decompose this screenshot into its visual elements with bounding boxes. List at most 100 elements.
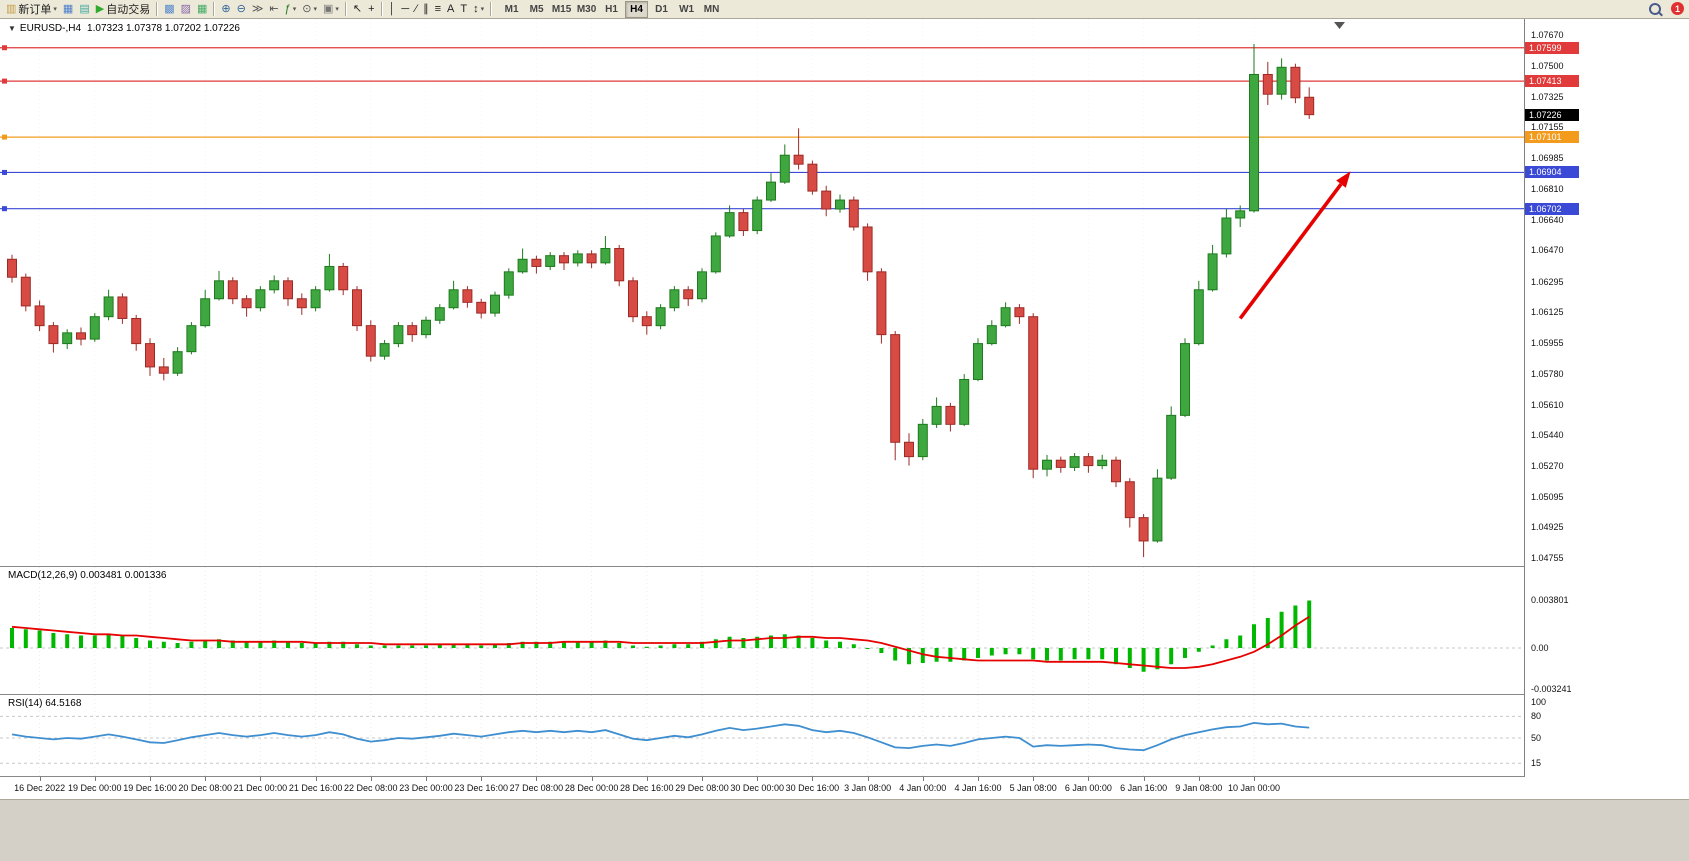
candle-body <box>131 317 142 345</box>
line-anchor-handle[interactable] <box>2 78 7 84</box>
candle-body <box>1083 456 1094 467</box>
price-axis-label: 1.06810 <box>1531 184 1564 195</box>
candlestick-plot[interactable] <box>0 19 1524 566</box>
timeframe-h4[interactable]: H4 <box>625 0 649 18</box>
candle-body <box>62 332 73 345</box>
time-tick <box>150 777 151 781</box>
candle-body <box>600 248 611 264</box>
horizontal-line-button[interactable]: ─ <box>398 1 412 17</box>
time-axis-label: 30 Dec 16:00 <box>785 783 840 793</box>
candle-body <box>1055 459 1066 468</box>
dropdown-caret-icon: ▾ <box>480 6 485 13</box>
label-button[interactable]: T <box>457 1 470 17</box>
time-axis-label: 5 Jan 08:00 <box>1009 783 1057 793</box>
time-tick <box>481 777 483 781</box>
terminal-button[interactable]: ▦ <box>60 1 76 17</box>
candle-body <box>545 255 556 267</box>
macd-bar <box>824 640 829 648</box>
line-anchor-handle[interactable] <box>2 134 7 140</box>
new-chart-button[interactable]: ▩ <box>161 1 177 17</box>
profiles-button[interactable]: ▨ <box>178 1 194 17</box>
pane-separator[interactable] <box>0 694 1689 695</box>
trend-arrow-head[interactable] <box>1336 171 1351 188</box>
time-tick <box>39 777 41 781</box>
time-axis-label: 3 Jan 08:00 <box>844 783 892 793</box>
trendline-icon: ∕ <box>415 3 418 15</box>
fibonacci-button[interactable]: ≡ <box>432 1 444 17</box>
time-tick <box>205 777 207 781</box>
toolbar-separator <box>213 2 216 16</box>
time-axis-label: 16 Dec 2022 <box>14 783 66 793</box>
data-window-button[interactable]: ▤ <box>76 1 92 17</box>
candle-body <box>986 325 997 345</box>
price-axis-label: 1.07155 <box>1531 122 1564 133</box>
line-anchor-handle[interactable] <box>2 169 7 175</box>
time-tick <box>757 777 759 781</box>
line-anchor-handle[interactable] <box>2 45 7 51</box>
auto-scroll-button[interactable]: ≫ <box>249 1 267 17</box>
vertical-line-button[interactable]: │ <box>386 1 399 17</box>
candle-body <box>1014 307 1025 318</box>
crosshair-button[interactable]: + <box>365 1 377 17</box>
rsi-indicator-plot[interactable] <box>0 695 1524 776</box>
cursor-button[interactable]: ↖ <box>350 1 365 17</box>
timeframe-m1[interactable]: M1 <box>504 3 519 15</box>
price-axis[interactable]: 1.07670 1.07500 1.07325 1.07155 1.06985 1.068… <box>1524 19 1689 777</box>
candle-body <box>352 289 362 327</box>
candle-body <box>752 199 763 232</box>
candle-body <box>876 271 887 336</box>
time-axis[interactable]: 16 Dec 2022 19 Dec 00:00 19 Dec 16:00 20 De… <box>0 777 1689 799</box>
pane-separator[interactable] <box>0 566 1689 567</box>
time-tick <box>426 777 427 781</box>
rsi-line <box>11 721 1310 752</box>
new-order-button[interactable]: ▥ 新订单 ▾ <box>3 1 60 17</box>
time-axis-label: 23 Dec 16:00 <box>454 783 508 793</box>
chart-shift-button[interactable]: ⇤ <box>266 1 281 17</box>
zoom-out-button[interactable]: ⊖ <box>234 1 249 17</box>
candle-body <box>821 190 832 210</box>
tile-windows-button[interactable]: ▦ <box>194 1 210 17</box>
search-icon[interactable] <box>1649 2 1661 15</box>
timeframe-h1[interactable]: H1 <box>605 3 618 15</box>
macd-bar <box>520 641 525 648</box>
symbol-dropdown-icon[interactable]: ▼ <box>8 24 16 33</box>
timeframe-d1[interactable]: D1 <box>655 3 668 15</box>
macd-bar <box>341 641 346 648</box>
candle-body <box>89 316 100 340</box>
line-anchor-handle[interactable] <box>2 206 7 212</box>
timeframe-m15[interactable]: M15 <box>551 3 572 15</box>
indicators-icon: ƒ <box>284 3 291 15</box>
notification-badge[interactable]: 1 <box>1671 2 1684 15</box>
text-button[interactable]: A <box>444 1 457 17</box>
templates-button[interactable]: ▣ ▾ <box>320 1 342 17</box>
chart-shift-marker[interactable] <box>1334 22 1345 29</box>
macd-bar <box>217 639 221 648</box>
arrows-button[interactable]: ↕ ▾ <box>470 1 487 17</box>
timeframe-mn[interactable]: MN <box>703 3 720 15</box>
macd-bar <box>548 641 553 648</box>
macd-bar <box>838 641 842 648</box>
trend-arrow-annotation[interactable] <box>1238 183 1343 320</box>
crosshair-icon: + <box>368 3 375 15</box>
dropdown-caret-icon: ▾ <box>335 6 339 13</box>
time-axis-label: 28 Dec 16:00 <box>620 783 674 793</box>
timeframe-m30[interactable]: M30 <box>576 3 597 15</box>
autotrading-button[interactable]: ▶ 自动交易 <box>93 1 153 17</box>
macd-bar <box>658 645 663 648</box>
indicators-button[interactable]: ƒ ▾ <box>282 1 300 17</box>
macd-signal-line <box>11 616 1310 669</box>
price-axis-label: 1.05095 <box>1531 491 1564 502</box>
zoom-in-button[interactable]: ⊕ <box>218 1 233 17</box>
autotrading-icon: ▶ <box>95 3 105 15</box>
timeframe-m5[interactable]: M5 <box>529 3 544 15</box>
price-axis-label: 1.05270 <box>1531 460 1564 471</box>
macd-indicator-plot[interactable] <box>0 567 1524 694</box>
channel-button[interactable]: ∥ <box>420 1 432 17</box>
macd-bar <box>286 641 290 648</box>
time-tick <box>867 777 869 781</box>
trendline-button[interactable]: ∕ <box>412 1 420 17</box>
timeframe-w1[interactable]: W1 <box>679 3 695 15</box>
macd-bar <box>1031 648 1036 660</box>
candle-body <box>1276 66 1287 95</box>
periods-button[interactable]: ⊙ ▾ <box>299 1 320 17</box>
